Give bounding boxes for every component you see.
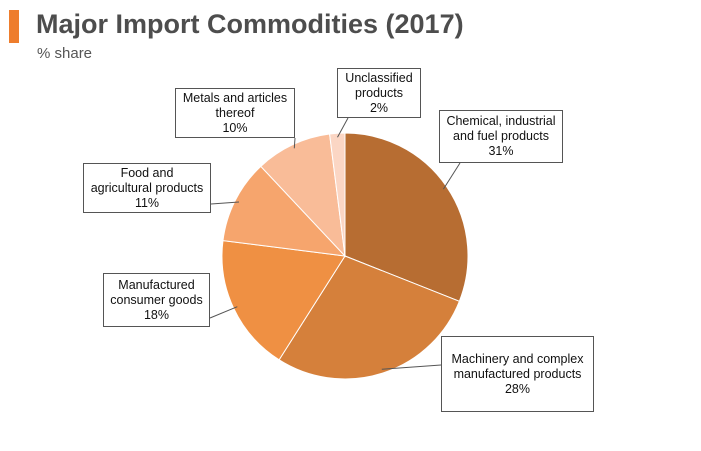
- callout-unclassified-line-2: products: [355, 85, 403, 100]
- callout-consumer-goods-line-2: consumer goods: [110, 292, 203, 307]
- leader-line-chemical: [442, 162, 461, 190]
- callout-consumer-goods-line-1: Manufactured: [118, 277, 195, 292]
- callout-consumer-goods: Manufactured consumer goods 18%: [103, 273, 210, 327]
- callout-metals: Metals and articles thereof 10%: [175, 88, 295, 138]
- pie-slice-metals: [260, 133, 346, 258]
- callout-unclassified-value: 2%: [369, 100, 389, 115]
- callout-machinery-line-2: manufactured products: [453, 366, 582, 381]
- pie-slice-chemical: [344, 132, 469, 302]
- callout-food: Food and agricultural products 11%: [83, 163, 211, 213]
- callout-machinery-value: 28%: [504, 381, 531, 396]
- callout-machinery: Machinery and complex manufactured produ…: [441, 336, 594, 412]
- callout-chemical-line-1: Chemical, industrial: [446, 114, 556, 128]
- pie-slice-unclassified: [329, 132, 346, 257]
- callout-chemical-value: 31%: [488, 144, 514, 158]
- pie-slice-machinery: [278, 255, 461, 380]
- callout-consumer-goods-value: 18%: [143, 307, 170, 322]
- title-accent-bar: [9, 10, 19, 43]
- chart-subtitle: % share: [37, 45, 93, 62]
- leader-line-unclassified: [337, 117, 349, 138]
- callout-machinery-line-1: Machinery and complex: [451, 351, 584, 366]
- callout-metals-value: 10%: [222, 120, 248, 135]
- callout-unclassified: Unclassified products 2%: [337, 68, 421, 118]
- callout-metals-line-1: Metals and articles: [182, 90, 288, 105]
- chart-title: Major Import Commodities (2017): [36, 9, 464, 39]
- callout-chemical: Chemical, industrial and fuel products 3…: [439, 110, 563, 163]
- callout-food-line-1: Food and: [120, 165, 174, 180]
- leader-line-consumer-goods: [209, 306, 238, 319]
- callout-chemical-line-2: and fuel products: [453, 129, 549, 143]
- callout-food-line-2: agricultural products: [90, 180, 204, 195]
- callout-metals-line-2: thereof: [215, 105, 255, 120]
- leader-line-machinery: [381, 364, 442, 370]
- pie-slice-food: [222, 165, 347, 257]
- callout-unclassified-line-1: Unclassified: [345, 70, 413, 85]
- leader-line-food: [210, 201, 240, 205]
- callout-food-value: 11%: [134, 195, 160, 210]
- leader-line-metals: [293, 137, 296, 149]
